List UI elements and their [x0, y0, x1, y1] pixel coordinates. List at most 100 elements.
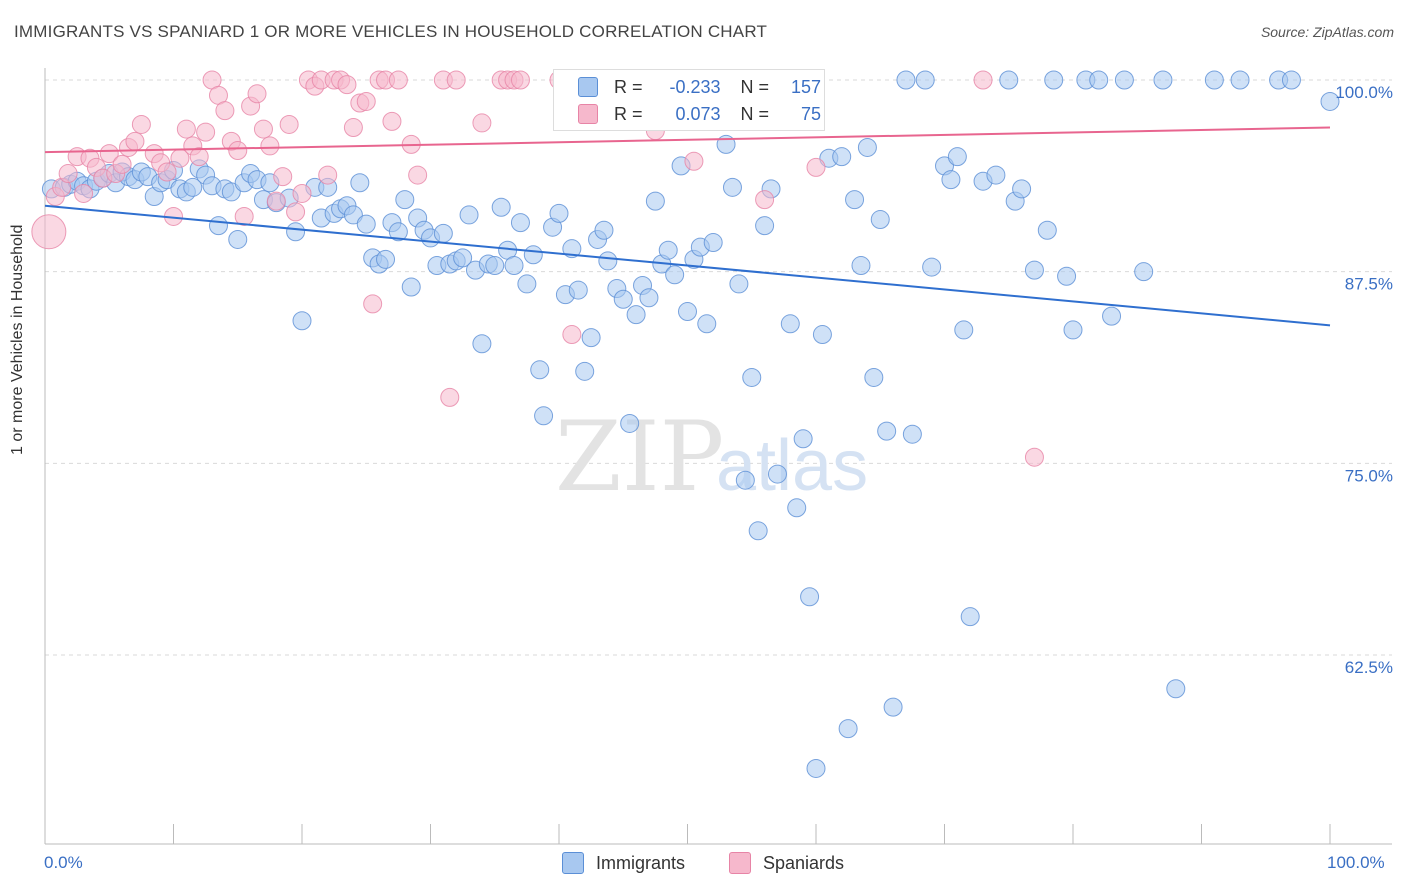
data-point-immigrants — [960, 607, 980, 627]
data-point-immigrants — [870, 210, 890, 230]
data-point-immigrants — [748, 521, 768, 541]
data-point-spaniards — [228, 141, 248, 161]
data-point-immigrants — [1320, 91, 1340, 111]
data-point-immigrants — [883, 697, 903, 717]
data-point-immigrants — [286, 222, 306, 242]
data-point-immigrants — [658, 240, 678, 260]
data-point-immigrants — [292, 311, 312, 331]
data-point-immigrants — [1114, 70, 1134, 90]
data-point-immigrants — [780, 314, 800, 334]
legend-swatch-immigrants — [578, 77, 598, 97]
legend-item-spaniards[interactable]: Spaniards — [728, 852, 844, 874]
data-point-spaniards — [363, 294, 383, 314]
trend-line-spaniards — [44, 126, 1331, 154]
data-point-spaniards — [279, 114, 299, 134]
data-point-immigrants — [208, 216, 228, 236]
data-point-spaniards — [157, 162, 177, 182]
data-point-immigrants — [922, 257, 942, 277]
data-point-immigrants — [221, 182, 241, 202]
points-layer — [31, 70, 1340, 778]
data-point-spaniards — [247, 84, 267, 104]
data-point-immigrants — [793, 429, 813, 449]
source-label: Source: ZipAtlas.com — [1260, 24, 1394, 40]
data-point-immigrants — [999, 70, 1019, 90]
data-point-immigrants — [806, 758, 826, 778]
data-point-immigrants — [395, 190, 415, 210]
data-point-immigrants — [459, 205, 479, 225]
data-point-immigrants — [800, 587, 820, 607]
data-point-immigrants — [530, 360, 550, 380]
data-point-immigrants — [1166, 679, 1186, 699]
data-point-immigrants — [491, 197, 511, 217]
data-point-immigrants — [575, 361, 595, 381]
watermark-atlas: atlas — [716, 426, 868, 506]
data-point-immigrants — [350, 173, 370, 193]
data-point-immigrants — [838, 719, 858, 739]
data-point-immigrants — [1024, 260, 1044, 280]
data-point-immigrants — [755, 216, 775, 236]
data-point-immigrants — [620, 413, 640, 433]
axis-layer — [44, 68, 1392, 845]
data-point-immigrants — [594, 220, 614, 240]
data-point-spaniards — [806, 157, 826, 177]
legend-n-value: 157 — [790, 76, 822, 97]
data-point-spaniards — [382, 111, 402, 131]
data-point-immigrants — [1012, 179, 1032, 199]
data-point-spaniards — [99, 144, 119, 164]
data-point-immigrants — [453, 248, 473, 268]
data-point-immigrants — [735, 470, 755, 490]
x-axis-max-label: 100.0% — [1327, 853, 1385, 872]
data-point-immigrants — [626, 305, 646, 325]
data-point-immigrants — [549, 203, 569, 223]
data-point-spaniards — [408, 165, 428, 185]
legend-r-label: R = — [614, 103, 643, 124]
y-tick-label: 75.0% — [1345, 466, 1393, 485]
legend-swatch-spaniards — [578, 104, 598, 124]
data-point-immigrants — [1044, 70, 1064, 90]
x-axis-min-label: 0.0% — [44, 853, 83, 872]
legend-row-spaniards: R = 0.073 N = 75 — [578, 100, 821, 128]
data-point-spaniards — [273, 167, 293, 187]
data-point-immigrants — [1153, 70, 1173, 90]
data-point-immigrants — [845, 190, 865, 210]
data-point-spaniards — [684, 151, 704, 171]
data-point-spaniards — [234, 206, 254, 226]
data-point-immigrants — [851, 256, 871, 276]
data-point-immigrants — [1063, 320, 1083, 340]
data-point-spaniards — [286, 202, 306, 222]
data-point-spaniards — [318, 165, 338, 185]
data-point-immigrants — [228, 229, 248, 249]
data-point-immigrants — [523, 245, 543, 265]
data-point-immigrants — [472, 334, 492, 354]
data-point-immigrants — [1037, 220, 1057, 240]
data-point-immigrants — [568, 280, 588, 300]
data-point-immigrants — [697, 314, 717, 334]
data-point-spaniards — [356, 91, 376, 111]
data-point-spaniards — [131, 114, 151, 134]
data-point-immigrants — [485, 256, 505, 276]
data-point-spaniards — [337, 75, 357, 95]
data-point-immigrants — [722, 177, 742, 197]
data-point-spaniards — [196, 122, 216, 142]
legend-r-label: R = — [614, 76, 643, 97]
data-point-spaniards — [58, 164, 78, 184]
data-point-immigrants — [534, 406, 554, 426]
data-point-immigrants — [678, 302, 697, 322]
data-point-immigrants — [729, 274, 749, 294]
legend-item-immigrants[interactable]: Immigrants — [561, 852, 685, 874]
data-point-immigrants — [183, 177, 203, 197]
data-point-immigrants — [703, 233, 723, 253]
data-point-spaniards — [446, 70, 466, 90]
data-point-spaniards — [755, 190, 775, 210]
data-point-spaniards — [176, 119, 196, 139]
data-point-immigrants — [986, 165, 1006, 185]
y-tick-label: 100.0% — [1335, 83, 1393, 102]
data-point-immigrants — [598, 251, 618, 271]
watermark: ZIP atlas — [555, 401, 868, 513]
legend-r-value: 0.073 — [675, 103, 721, 124]
data-point-spaniards — [973, 70, 993, 90]
data-point-immigrants — [639, 288, 659, 308]
data-point-spaniards — [266, 191, 286, 211]
data-point-immigrants — [941, 170, 961, 190]
